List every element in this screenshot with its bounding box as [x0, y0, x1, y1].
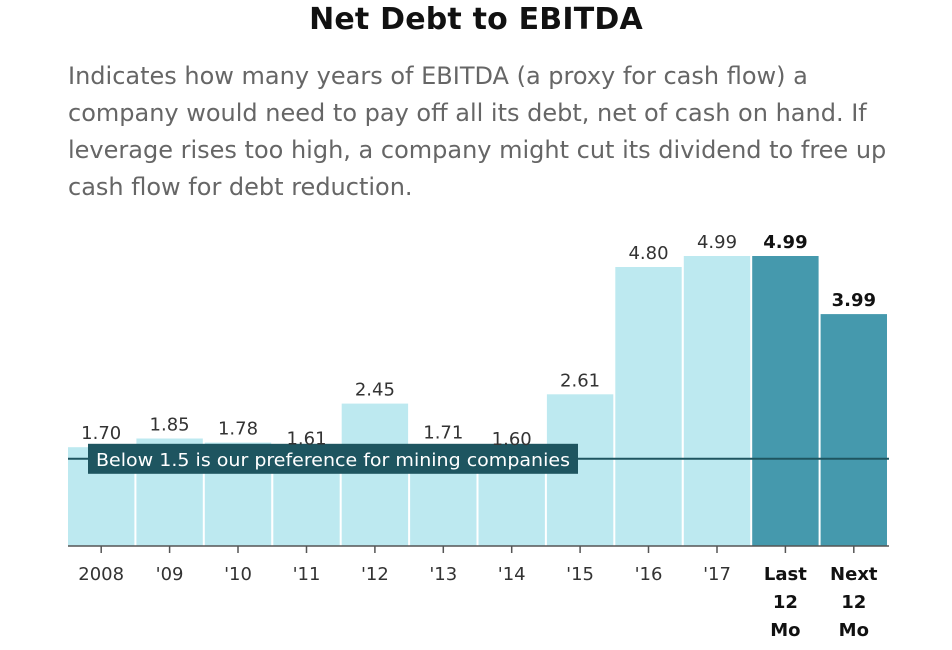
value-label-6: 1.60	[492, 429, 532, 450]
value-labels-layer: 1.70 1.85 1.78 1.61 2.45 1.71 1.60 2.61 4.80 4.99…	[81, 232, 876, 450]
value-label-7: 2.61	[560, 370, 600, 391]
x-axis: 2008'09'10'11'12'13'14'15'16'17 Last 12 MoN…	[68, 545, 889, 641]
tick-label-line: Last	[764, 564, 807, 585]
chart-title: Net Debt to EBITDA	[309, 2, 643, 37]
value-label-4: 2.45	[355, 380, 395, 401]
bar-4	[341, 403, 409, 546]
value-label-5: 1.71	[423, 423, 463, 444]
bars-layer	[68, 256, 887, 546]
value-label-2: 1.78	[218, 419, 258, 440]
reference-label: Below 1.5 is our preference for mining c…	[96, 450, 570, 471]
tick-label-line: '16	[635, 564, 663, 585]
tick-label-0: 2008	[78, 564, 124, 585]
value-label-11: 3.99	[832, 290, 876, 311]
tick-label-line: '09	[156, 564, 184, 585]
chart-subtitle: Indicates how many years of EBITDA (a pr…	[68, 62, 887, 201]
tick-label-line: 12	[773, 592, 798, 613]
tick-label-line: '13	[429, 564, 457, 585]
tick-label-9: '17	[703, 564, 731, 585]
tick-label-line: Mo	[839, 620, 869, 641]
tick-label-10: Last 12 Mo	[764, 564, 807, 641]
tick-label-4: '12	[361, 564, 389, 585]
tick-label-line: 2008	[78, 564, 124, 585]
tick-label-8: '16	[635, 564, 663, 585]
tick-label-11: Next 12 Mo	[830, 564, 878, 641]
bar-10	[752, 256, 819, 546]
tick-label-1: '09	[156, 564, 184, 585]
tick-label-3: '11	[293, 564, 321, 585]
value-label-9: 4.99	[697, 232, 737, 253]
tick-label-6: '14	[498, 564, 526, 585]
value-label-8: 4.80	[628, 243, 668, 264]
tick-label-line: Next	[830, 564, 878, 585]
tick-label-line: '11	[293, 564, 321, 585]
tick-label-line: Mo	[770, 620, 800, 641]
tick-label-2: '10	[224, 564, 252, 585]
tick-label-line: '17	[703, 564, 731, 585]
value-label-0: 1.70	[81, 423, 121, 444]
bar-9	[683, 256, 751, 546]
tick-label-line: '10	[224, 564, 252, 585]
tick-label-line: '14	[498, 564, 526, 585]
tick-label-line: '15	[566, 564, 594, 585]
tick-label-line: '12	[361, 564, 389, 585]
value-label-10: 4.99	[763, 232, 807, 253]
tick-label-7: '15	[566, 564, 594, 585]
value-label-3: 1.61	[286, 428, 326, 449]
bar-11	[820, 314, 887, 546]
tick-label-line: 12	[841, 592, 866, 613]
bar-8	[615, 267, 682, 546]
value-label-1: 1.85	[150, 415, 190, 436]
tick-label-5: '13	[429, 564, 457, 585]
reference-layer: Below 1.5 is our preference for mining c…	[68, 443, 889, 474]
reference-label-box	[88, 443, 578, 474]
